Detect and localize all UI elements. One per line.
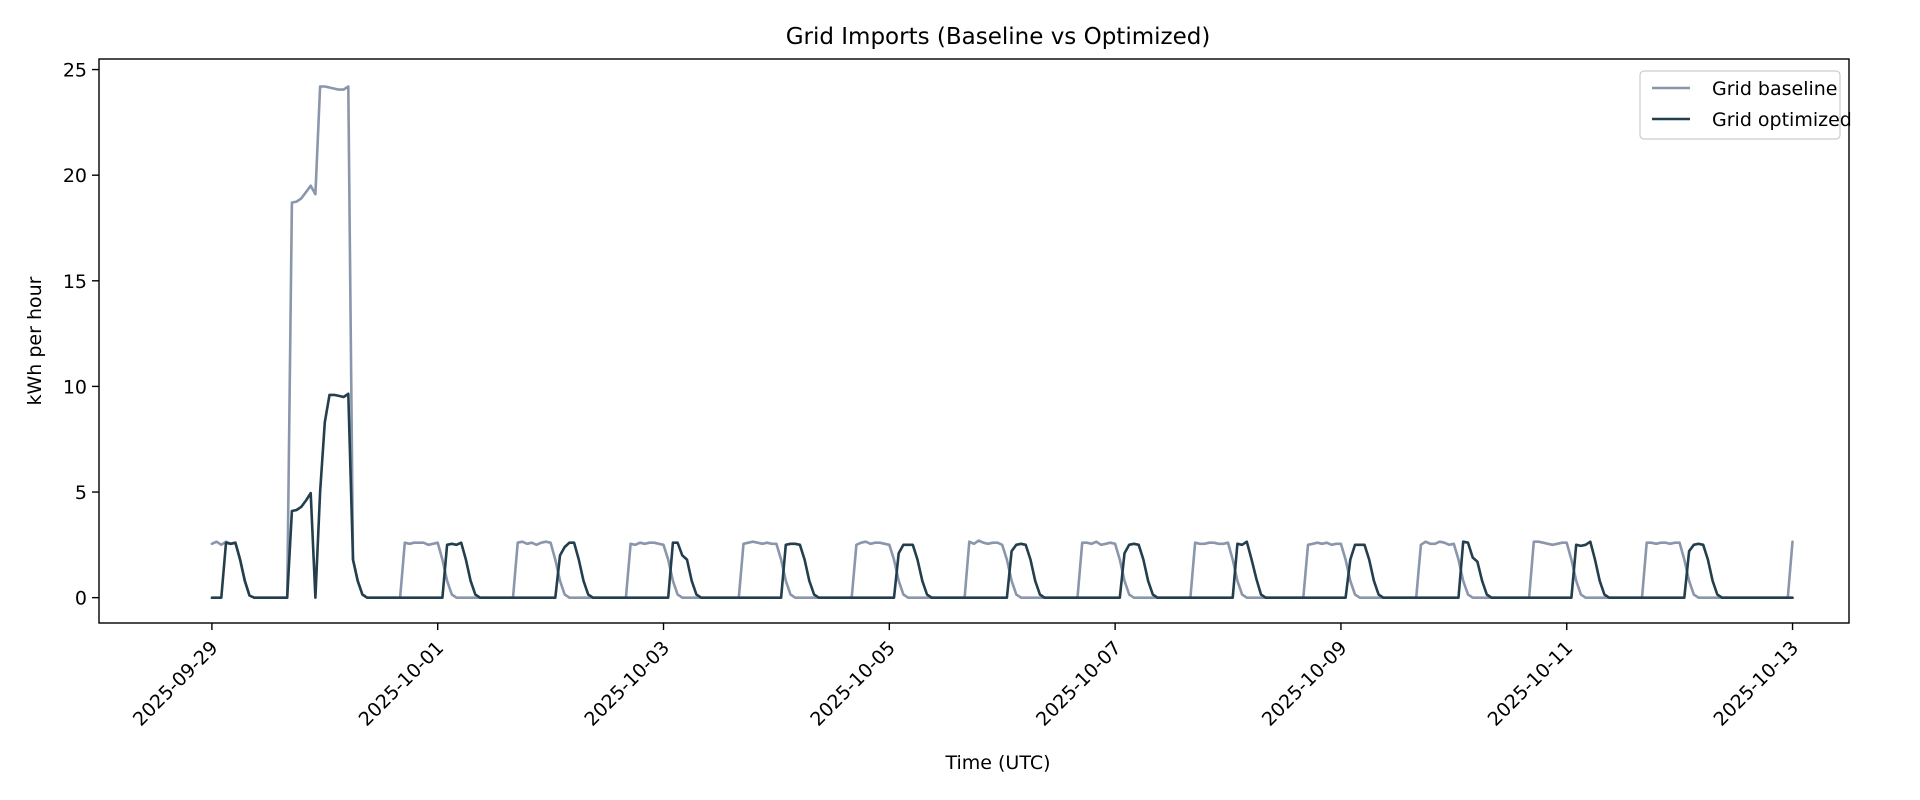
- y-tick-label: 0: [75, 588, 87, 610]
- series-line-baseline: [210, 85, 1794, 600]
- x-tick-label: 2025-10-03: [580, 637, 674, 731]
- legend-label-optimized: Grid optimized: [1712, 109, 1852, 131]
- y-tick-label: 25: [63, 60, 87, 82]
- series-line-optimized: [210, 392, 1794, 600]
- y-axis-label: kWh per hour: [24, 276, 46, 405]
- x-tick-label: 2025-10-05: [806, 637, 900, 731]
- plot-area: [98, 58, 1850, 624]
- legend: Grid baseline Grid optimized: [1639, 70, 1852, 140]
- y-tick-label: 15: [63, 271, 87, 293]
- chart-title: Grid Imports (Baseline vs Optimized): [786, 24, 1211, 50]
- plot-frame: [98, 58, 1850, 624]
- x-tick-label: 2025-10-13: [1709, 637, 1803, 731]
- y-tick-label: 5: [75, 482, 87, 504]
- series-layer: [210, 85, 1794, 600]
- y-tick-label: 10: [63, 376, 87, 398]
- y-axis: 0 5 10 15 20 25: [63, 60, 99, 610]
- x-tick-label: 2025-10-11: [1484, 637, 1578, 731]
- x-tick-label: 2025-10-01: [355, 637, 449, 731]
- legend-label-baseline: Grid baseline: [1712, 78, 1838, 100]
- x-axis-label: Time (UTC): [944, 752, 1050, 774]
- y-tick-label: 20: [63, 165, 87, 187]
- x-axis: 2025-09-29 2025-10-01 2025-10-03 2025-10-05…: [129, 623, 1803, 731]
- x-tick-label: 2025-10-09: [1258, 637, 1352, 731]
- x-tick-label: 2025-10-07: [1032, 637, 1126, 731]
- x-tick-label: 2025-09-29: [129, 637, 223, 731]
